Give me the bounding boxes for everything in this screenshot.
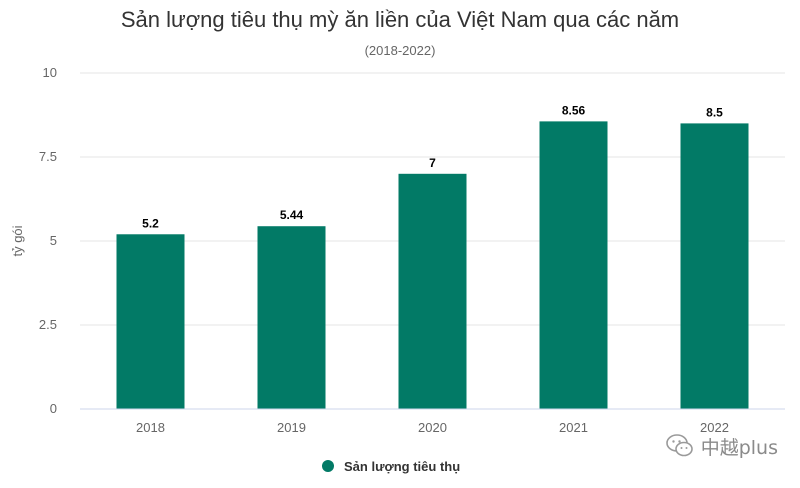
x-tick-label: 2021 [559,420,588,435]
y-tick-label: 0 [50,401,57,416]
bar [398,173,467,409]
data-label: 5.2 [142,216,159,230]
y-axis-label: tỷ gói [10,225,25,256]
legend[interactable]: Sản lượng tiêu thụ [322,459,460,474]
y-tick-label: 10 [43,65,57,80]
x-axis-ticks: 2018 2019 2020 2021 2022 [136,420,729,435]
legend-marker [322,460,334,472]
data-label: 5.44 [280,208,304,222]
chart-subtitle: (2018-2022) [365,43,436,58]
x-tick-label: 2020 [418,420,447,435]
bar [680,123,749,410]
y-tick-label: 2.5 [39,317,57,332]
wechat-icon [665,434,693,457]
watermark: 中越plus [665,431,778,461]
chart-title: Sản lượng tiêu thụ mỳ ăn liền của Việt N… [121,7,679,32]
y-tick-label: 7.5 [39,149,57,164]
data-label: 8.56 [562,103,586,117]
y-axis-ticks: 0 2.5 5 7.5 10 [39,65,57,416]
watermark-text: 中越plus [700,436,778,459]
x-tick-label: 2018 [136,420,165,435]
y-tick-label: 5 [50,233,57,248]
x-tick-label: 2019 [277,420,306,435]
legend-label: Sản lượng tiêu thụ [344,459,460,474]
bars [116,121,749,410]
bar [116,234,185,409]
data-label: 8.5 [706,105,723,119]
bar [257,226,326,409]
data-labels: 5.2 5.44 7 8.56 8.5 [142,103,723,230]
data-label: 7 [429,156,436,170]
bar [539,121,608,409]
x-tick-label: 2022 [700,420,729,435]
